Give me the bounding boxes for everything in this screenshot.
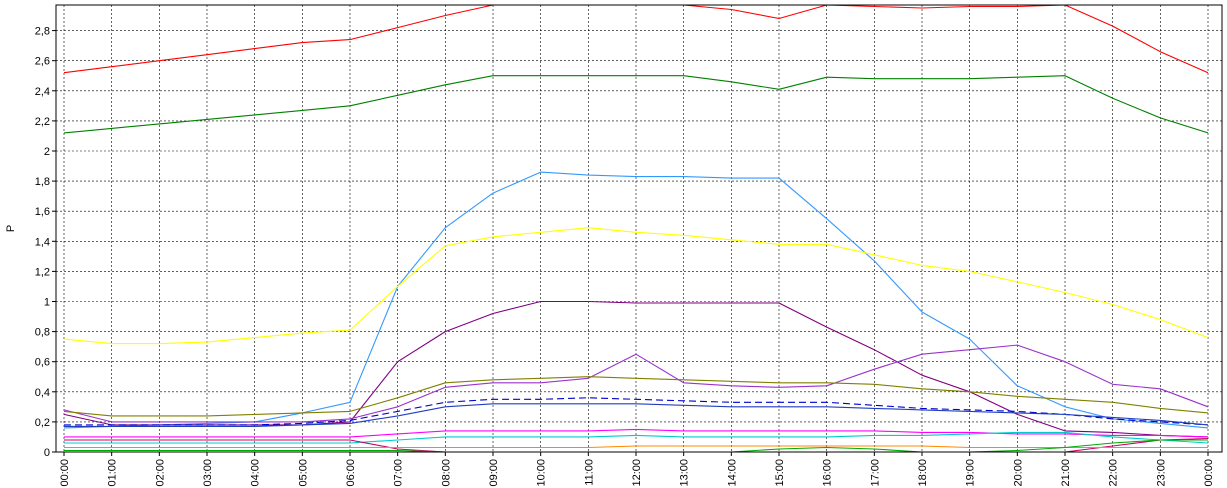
y-tick-label: 1,2: [35, 266, 50, 278]
y-tick-label: 2,2: [35, 116, 50, 128]
x-tick-label: 02:00: [154, 459, 166, 487]
y-tick-label: 0,6: [35, 357, 50, 369]
series-line-11: [64, 431, 1209, 444]
y-axis-title: P: [5, 225, 17, 232]
x-tick-label: 23:00: [1155, 459, 1167, 487]
y-tick-label: 2,6: [35, 56, 50, 68]
y-tick-label: 2,8: [35, 26, 50, 38]
y-tick-label: 1,4: [35, 236, 50, 248]
y-tick-label: 1,6: [35, 206, 50, 218]
x-tick-label: 11:00: [583, 459, 595, 486]
x-tick-label: 15:00: [774, 459, 786, 487]
x-axis-ticks: 00:00 01:00 02:00 03:00 04:00 05:00 06:00 07:00…: [59, 452, 1215, 487]
x-tick-label: 01:00: [107, 459, 119, 487]
x-tick-label: 19:00: [965, 459, 977, 487]
x-tick-label: 17:00: [869, 459, 881, 487]
x-tick-label: 14:00: [726, 459, 738, 487]
y-tick-label: 0,4: [35, 387, 50, 399]
series-group: [63, 4, 1209, 453]
y-tick-label: 0,2: [35, 417, 50, 429]
x-tick-label: 04:00: [250, 459, 262, 487]
x-tick-label: 18:00: [917, 459, 929, 487]
series-line-10: [64, 428, 1209, 438]
x-tick-label: 05:00: [297, 459, 309, 487]
y-axis-ticks: 0 0,2 0,4 0,6 0,8 1 1,2 1,4 1,6 1,8 2 2,2 2,4 2,6 2,8: [35, 26, 56, 459]
y-tick-label: 0: [44, 447, 50, 459]
series-line-2: [63, 75, 1209, 134]
grid: [56, 5, 1222, 453]
x-tick-label: 03:00: [202, 459, 214, 487]
series-line-6: [63, 344, 1209, 423]
y-tick-label: 1: [44, 296, 50, 308]
series-line-7: [63, 376, 1209, 417]
x-tick-label: 13:00: [679, 459, 691, 487]
series-line-13: [64, 445, 1208, 449]
x-tick-label: 20:00: [1012, 459, 1024, 487]
x-tick-label: 06:00: [345, 459, 357, 487]
y-tick-label: 1,8: [35, 176, 50, 188]
series-line-4: [63, 227, 1209, 345]
x-tick-label: 08:00: [440, 459, 452, 487]
x-tick-label: 21:00: [1060, 459, 1072, 487]
y-tick-label: 0,8: [35, 327, 50, 339]
x-tick-label: 07:00: [393, 459, 405, 487]
x-tick-label: 12:00: [631, 459, 643, 487]
series-line-9: [64, 403, 1209, 427]
plot-frame: [55, 4, 1223, 453]
x-tick-label: 00:00: [1203, 459, 1215, 487]
x-tick-label: 10:00: [536, 459, 548, 487]
x-tick-label: 00:00: [59, 459, 71, 487]
x-tick-label: 09:00: [488, 459, 500, 487]
series-line-8: [64, 397, 1209, 426]
x-tick-label: 16:00: [822, 459, 834, 487]
x-tick-label: 22:00: [1108, 459, 1120, 487]
y-tick-label: 2,4: [35, 86, 50, 98]
y-tick-label: 2: [44, 146, 50, 158]
